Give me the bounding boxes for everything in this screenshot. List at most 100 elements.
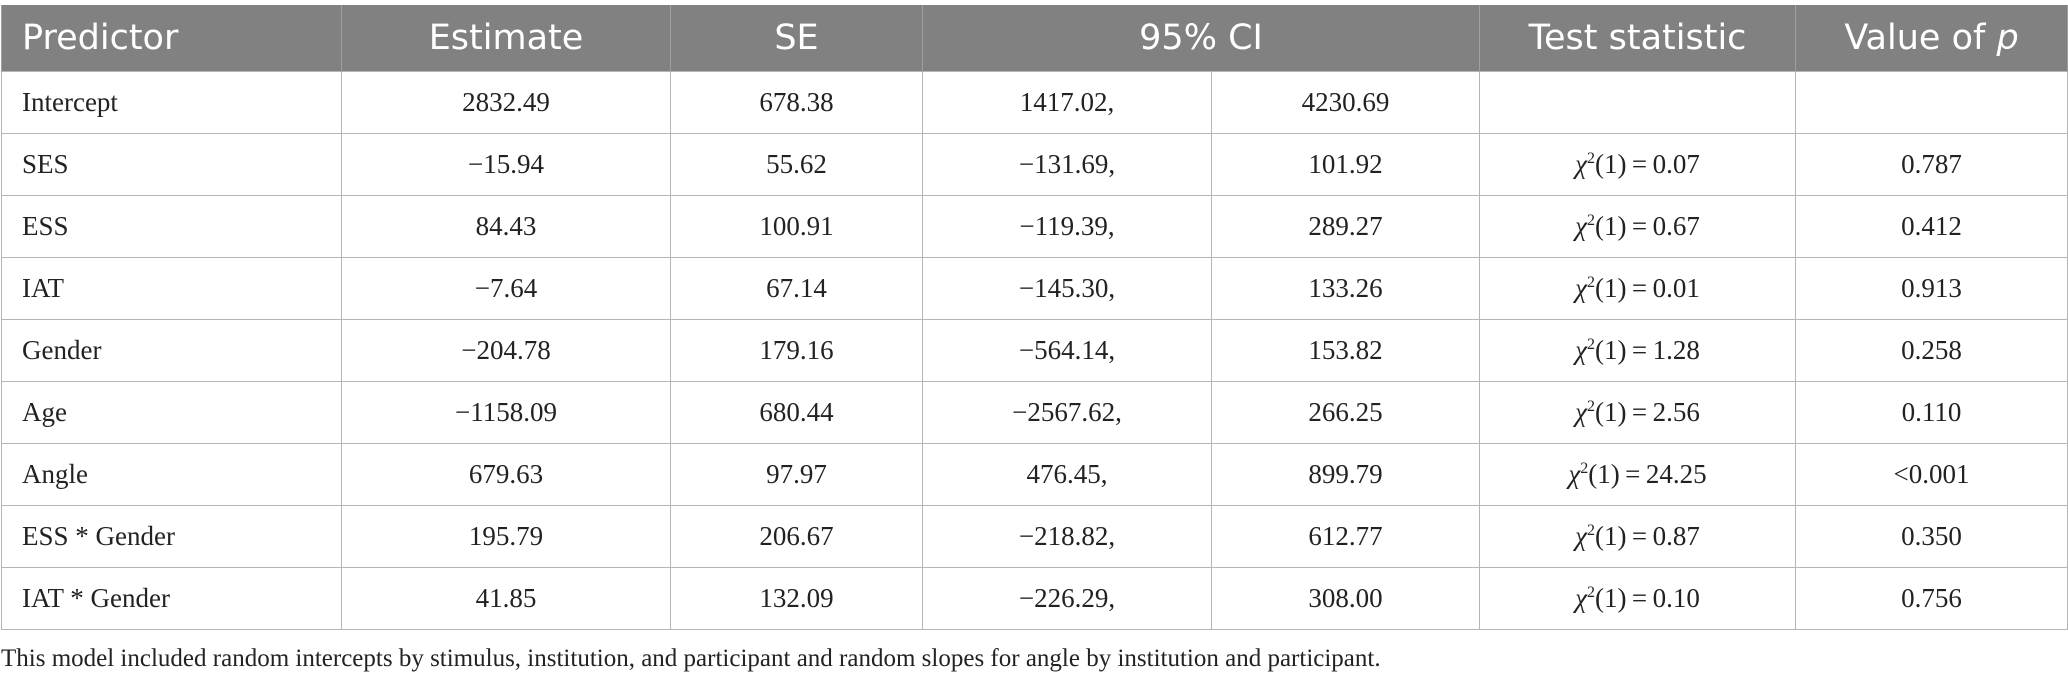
cell-p-value	[1795, 71, 2068, 134]
chi-symbol: χ	[1575, 149, 1588, 179]
header-row: Predictor Estimate SE 95% CI Test statis…	[1, 5, 2068, 72]
table-row: IAT −7.64 67.14 −145.30, 133.26 χ2(1) = 0.01 0…	[1, 257, 2068, 320]
cell-p-value: 0.787	[1795, 133, 2068, 196]
chi-symbol: χ	[1575, 397, 1588, 427]
chi-symbol: χ	[1568, 459, 1581, 489]
table-row: Age −1158.09 680.44 −2567.62, 266.25 χ2(1) = …	[1, 381, 2068, 444]
cell-test-statistic: χ2(1) = 0.10	[1479, 567, 1796, 630]
chi-symbol: χ	[1575, 211, 1588, 241]
cell-predictor: Angle	[1, 443, 342, 506]
cell-test-statistic: χ2(1) = 0.87	[1479, 505, 1796, 568]
cell-ci-upper: 899.79	[1211, 443, 1480, 506]
header-se: SE	[670, 5, 923, 72]
chi-value: (1) = 0.67	[1595, 211, 1700, 241]
cell-se: 100.91	[670, 195, 923, 258]
chi-superscript: 2	[1587, 212, 1596, 229]
table-body: Intercept 2832.49 678.38 1417.02, 4230.69 SES…	[1, 71, 2068, 630]
cell-estimate: −1158.09	[341, 381, 671, 444]
cell-test-statistic: χ2(1) = 0.01	[1479, 257, 1796, 320]
cell-predictor: Age	[1, 381, 342, 444]
chi-value: (1) = 0.87	[1595, 521, 1700, 551]
cell-se: 97.97	[670, 443, 923, 506]
cell-ci-upper: 4230.69	[1211, 71, 1480, 134]
chi-value: (1) = 0.07	[1595, 149, 1700, 179]
results-table-container: Predictor Estimate SE 95% CI Test statis…	[0, 5, 2068, 630]
cell-ci-lower: −564.14,	[922, 319, 1212, 382]
table-row: SES −15.94 55.62 −131.69, 101.92 χ2(1) = 0.07…	[1, 133, 2068, 196]
cell-p-value: 0.913	[1795, 257, 2068, 320]
cell-estimate: −15.94	[341, 133, 671, 196]
cell-estimate: 679.63	[341, 443, 671, 506]
cell-estimate: −7.64	[341, 257, 671, 320]
header-test-statistic: Test statistic	[1479, 5, 1796, 72]
table-row: Intercept 2832.49 678.38 1417.02, 4230.69	[1, 71, 2068, 134]
results-table: Predictor Estimate SE 95% CI Test statis…	[1, 5, 2068, 630]
cell-test-statistic: χ2(1) = 2.56	[1479, 381, 1796, 444]
cell-ci-upper: 266.25	[1211, 381, 1480, 444]
chi-superscript: 2	[1580, 460, 1589, 477]
cell-estimate: 2832.49	[341, 71, 671, 134]
cell-estimate: 84.43	[341, 195, 671, 258]
cell-se: 680.44	[670, 381, 923, 444]
chi-value: (1) = 1.28	[1595, 335, 1700, 365]
cell-test-statistic	[1479, 71, 1796, 134]
cell-ci-upper: 101.92	[1211, 133, 1480, 196]
cell-test-statistic: χ2(1) = 0.07	[1479, 133, 1796, 196]
cell-ci-lower: −226.29,	[922, 567, 1212, 630]
cell-se: 678.38	[670, 71, 923, 134]
cell-ci-upper: 308.00	[1211, 567, 1480, 630]
cell-predictor: ESS * Gender	[1, 505, 342, 568]
cell-se: 55.62	[670, 133, 923, 196]
cell-test-statistic: χ2(1) = 1.28	[1479, 319, 1796, 382]
header-ci: 95% CI	[922, 5, 1480, 72]
chi-value: (1) = 0.10	[1595, 583, 1700, 613]
cell-predictor: Intercept	[1, 71, 342, 134]
chi-value: (1) = 2.56	[1595, 397, 1700, 427]
header-predictor: Predictor	[1, 5, 342, 72]
cell-se: 179.16	[670, 319, 923, 382]
cell-test-statistic: χ2(1) = 0.67	[1479, 195, 1796, 258]
cell-estimate: 41.85	[341, 567, 671, 630]
chi-superscript: 2	[1587, 584, 1596, 601]
table-row: Gender −204.78 179.16 −564.14, 153.82 χ2(1) =…	[1, 319, 2068, 382]
header-estimate: Estimate	[341, 5, 671, 72]
cell-ci-upper: 289.27	[1211, 195, 1480, 258]
chi-symbol: χ	[1575, 521, 1588, 551]
cell-ci-lower: −2567.62,	[922, 381, 1212, 444]
cell-p-value: 0.110	[1795, 381, 2068, 444]
cell-se: 206.67	[670, 505, 923, 568]
cell-ci-lower: −131.69,	[922, 133, 1212, 196]
header-p-value-prefix: Value of	[1844, 18, 1997, 58]
cell-ci-upper: 133.26	[1211, 257, 1480, 320]
cell-se: 67.14	[670, 257, 923, 320]
cell-ci-lower: −119.39,	[922, 195, 1212, 258]
cell-predictor: Gender	[1, 319, 342, 382]
chi-superscript: 2	[1587, 150, 1596, 167]
chi-value: (1) = 24.25	[1588, 459, 1707, 489]
cell-estimate: −204.78	[341, 319, 671, 382]
header-p-value: Value of p	[1795, 5, 2068, 72]
cell-predictor: IAT * Gender	[1, 567, 342, 630]
chi-superscript: 2	[1587, 274, 1596, 291]
cell-p-value: 0.350	[1795, 505, 2068, 568]
cell-predictor: IAT	[1, 257, 342, 320]
table-row: Angle 679.63 97.97 476.45, 899.79 χ2(1) = 24.…	[1, 443, 2068, 506]
chi-value: (1) = 0.01	[1595, 273, 1700, 303]
cell-ci-upper: 153.82	[1211, 319, 1480, 382]
cell-ci-lower: −145.30,	[922, 257, 1212, 320]
chi-superscript: 2	[1587, 522, 1596, 539]
table-footnote: This model included random intercepts by…	[1, 645, 1381, 672]
table-row: ESS * Gender 195.79 206.67 −218.82, 612.77 χ2…	[1, 505, 2068, 568]
cell-p-value: 0.258	[1795, 319, 2068, 382]
chi-symbol: χ	[1575, 273, 1588, 303]
table-row: IAT * Gender 41.85 132.09 −226.29, 308.00 χ2(…	[1, 567, 2068, 630]
cell-estimate: 195.79	[341, 505, 671, 568]
cell-ci-lower: 1417.02,	[922, 71, 1212, 134]
chi-superscript: 2	[1587, 336, 1596, 353]
cell-ci-lower: 476.45,	[922, 443, 1212, 506]
chi-symbol: χ	[1575, 335, 1588, 365]
cell-test-statistic: χ2(1) = 24.25	[1479, 443, 1796, 506]
chi-superscript: 2	[1587, 398, 1596, 415]
header-p-value-var: p	[1996, 18, 2019, 58]
cell-predictor: SES	[1, 133, 342, 196]
